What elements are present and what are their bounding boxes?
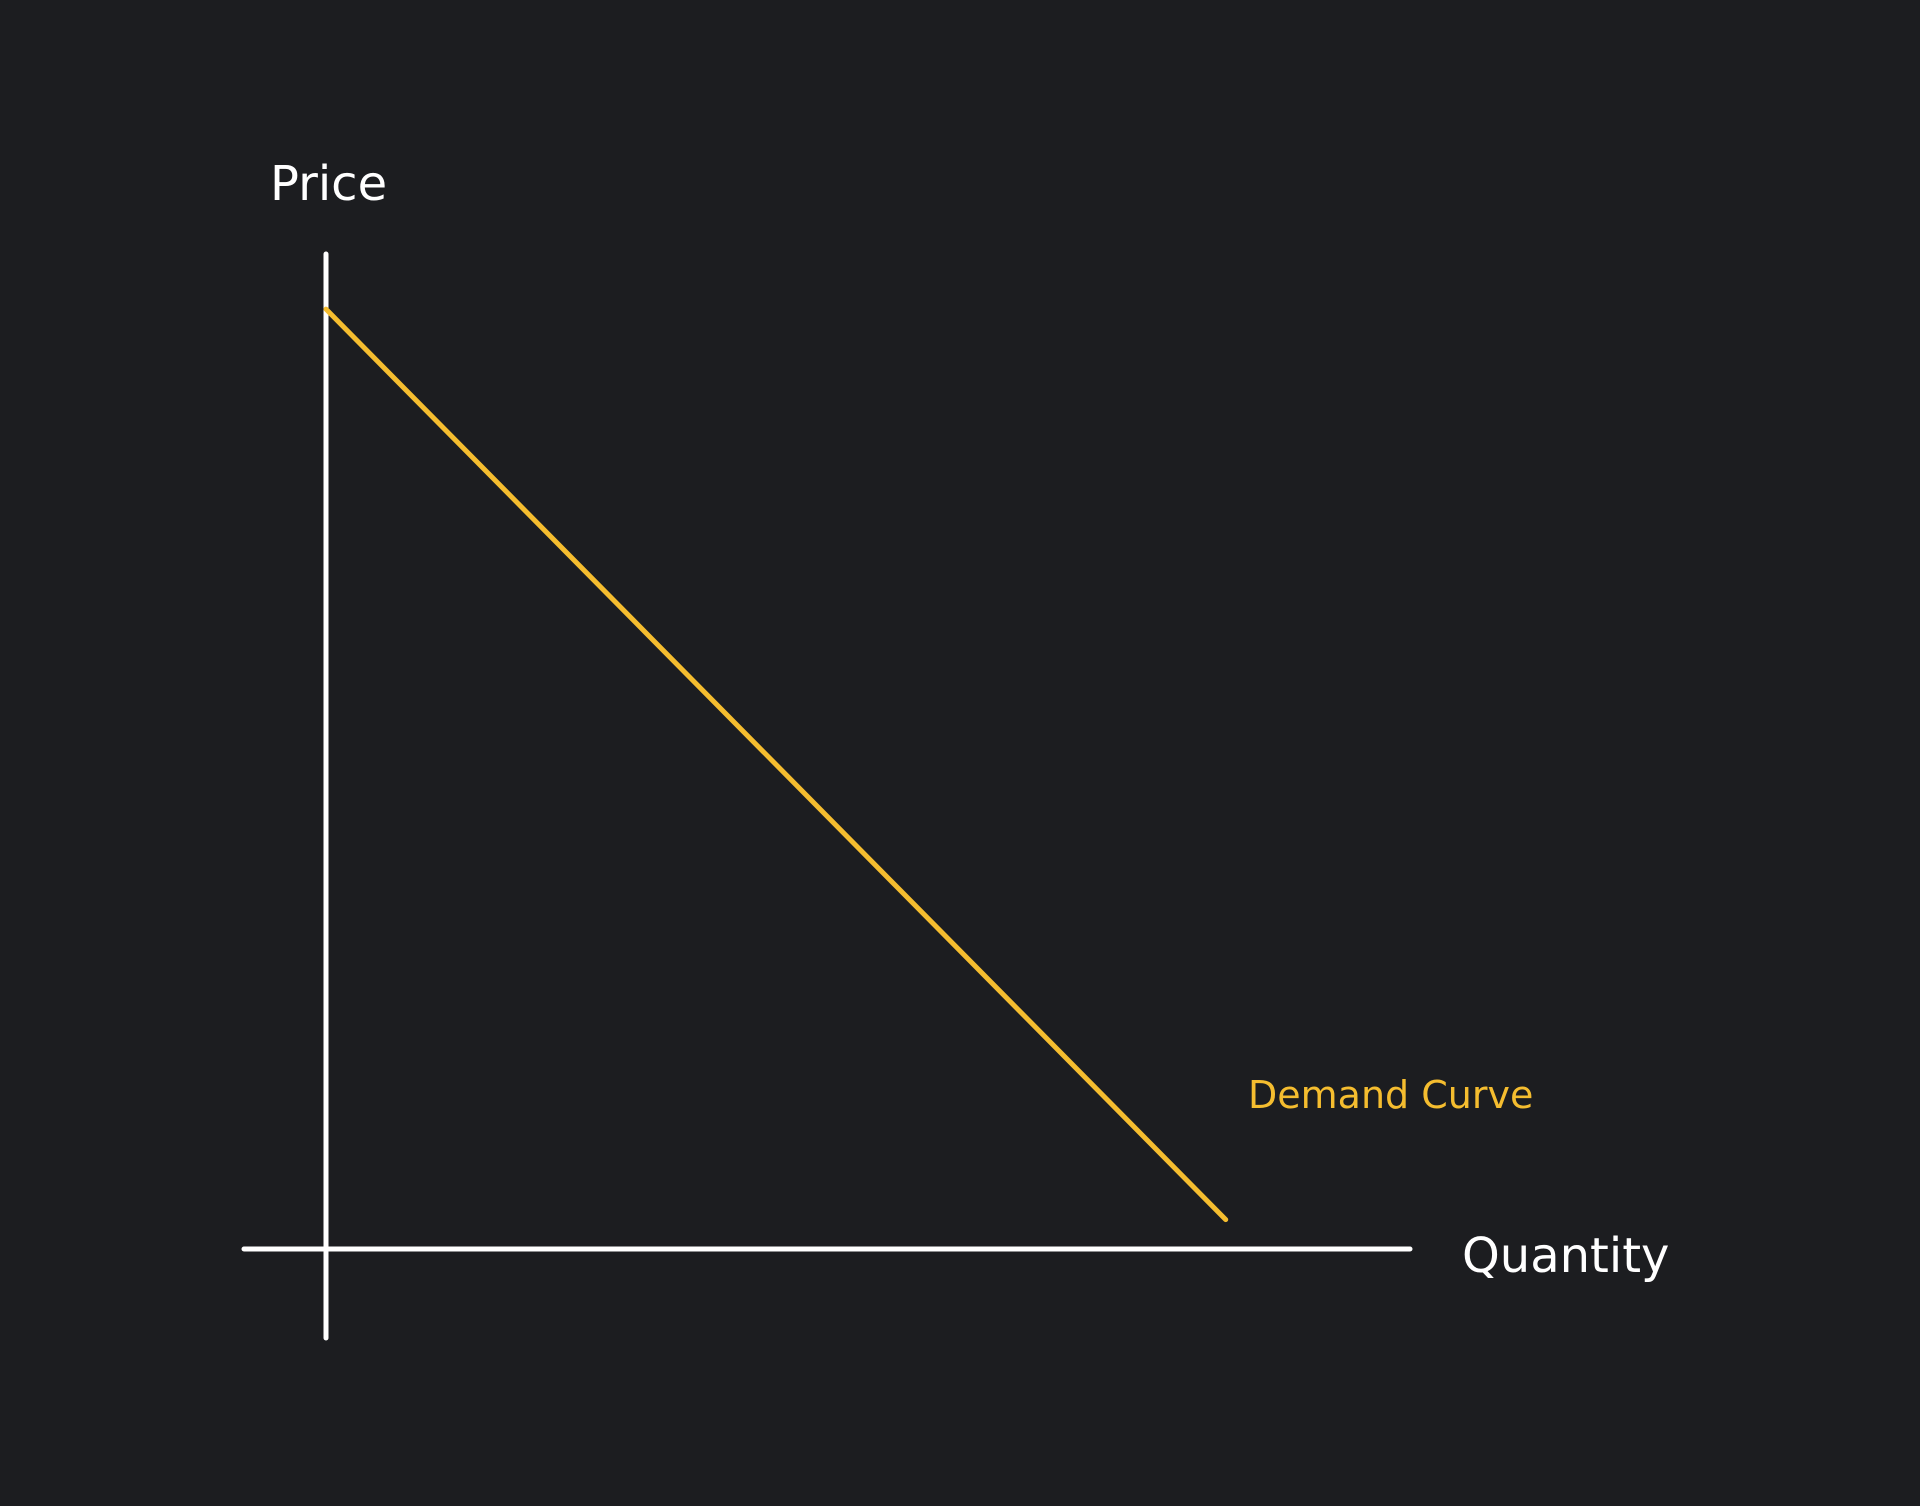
y-axis-title: Price (270, 156, 387, 212)
series-layer: Demand Curve (323, 306, 1533, 1223)
demand-curve-line (323, 306, 1229, 1223)
demand-curve-label: Demand Curve (1248, 1073, 1533, 1117)
x-axis-title: Quantity (1462, 1228, 1669, 1284)
